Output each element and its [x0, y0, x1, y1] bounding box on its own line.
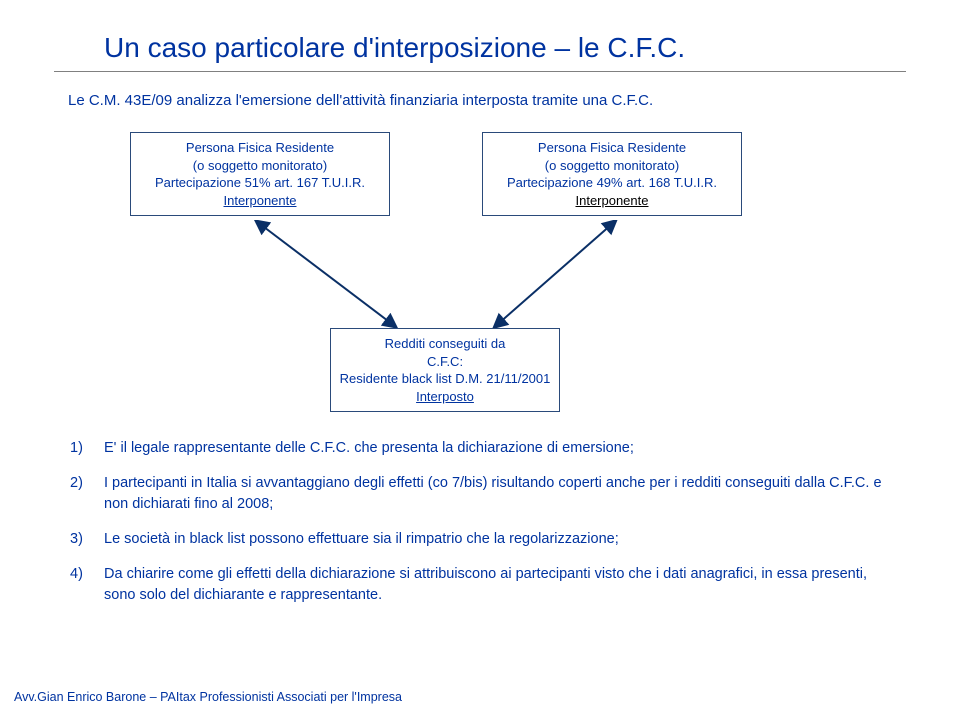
list-text-1: E' il legale rappresentante delle C.F.C.… [104, 438, 890, 459]
list-item: 3) Le società in black list possono effe… [70, 529, 890, 550]
slide: Un caso particolare d'interposizione – l… [0, 0, 960, 718]
list-item: 2) I partecipanti in Italia si avvantagg… [70, 473, 890, 515]
title-bar: Un caso particolare d'interposizione – l… [54, 24, 906, 72]
list-item: 4) Da chiarire come gli effetti della di… [70, 564, 890, 606]
list-num-3: 3) [70, 529, 104, 550]
arrows-svg [0, 220, 960, 330]
footer: Avv.Gian Enrico Barone – PAItax Professi… [14, 690, 402, 704]
box-left-line1: Persona Fisica Residente [139, 139, 381, 157]
redditi-line2: C.F.C: [339, 353, 551, 371]
redditi-line3: Residente black list D.M. 21/11/2001 [339, 370, 551, 388]
slide-title: Un caso particolare d'interposizione – l… [104, 32, 685, 64]
arrow-left [260, 224, 392, 324]
numbered-list: 1) E' il legale rappresentante delle C.F… [70, 438, 890, 620]
box-right-interponente: Interponente [491, 192, 733, 210]
list-item: 1) E' il legale rappresentante delle C.F… [70, 438, 890, 459]
box-right-line1: Persona Fisica Residente [491, 139, 733, 157]
list-num-4: 4) [70, 564, 104, 606]
box-right-line2: (o soggetto monitorato) [491, 157, 733, 175]
subtitle: Le C.M. 43E/09 analizza l'emersione dell… [68, 92, 653, 109]
box-left-line3: Partecipazione 51% art. 167 T.U.I.R. [139, 174, 381, 192]
box-interposto: Redditi conseguiti da C.F.C: Residente b… [330, 328, 560, 412]
redditi-line1: Redditi conseguiti da [339, 335, 551, 353]
box-left-interponente: Interponente [139, 192, 381, 210]
list-num-2: 2) [70, 473, 104, 515]
redditi-interposto: Interposto [339, 388, 551, 406]
box-right-line3: Partecipazione 49% art. 168 T.U.I.R. [491, 174, 733, 192]
box-left-line2: (o soggetto monitorato) [139, 157, 381, 175]
list-text-2: I partecipanti in Italia si avvantaggian… [104, 473, 890, 515]
list-num-1: 1) [70, 438, 104, 459]
list-text-4: Da chiarire come gli effetti della dichi… [104, 564, 890, 606]
list-text-3: Le società in black list possono effettu… [104, 529, 890, 550]
box-interponente-left: Persona Fisica Residente (o soggetto mon… [130, 132, 390, 216]
arrow-right [498, 224, 612, 324]
box-interponente-right: Persona Fisica Residente (o soggetto mon… [482, 132, 742, 216]
